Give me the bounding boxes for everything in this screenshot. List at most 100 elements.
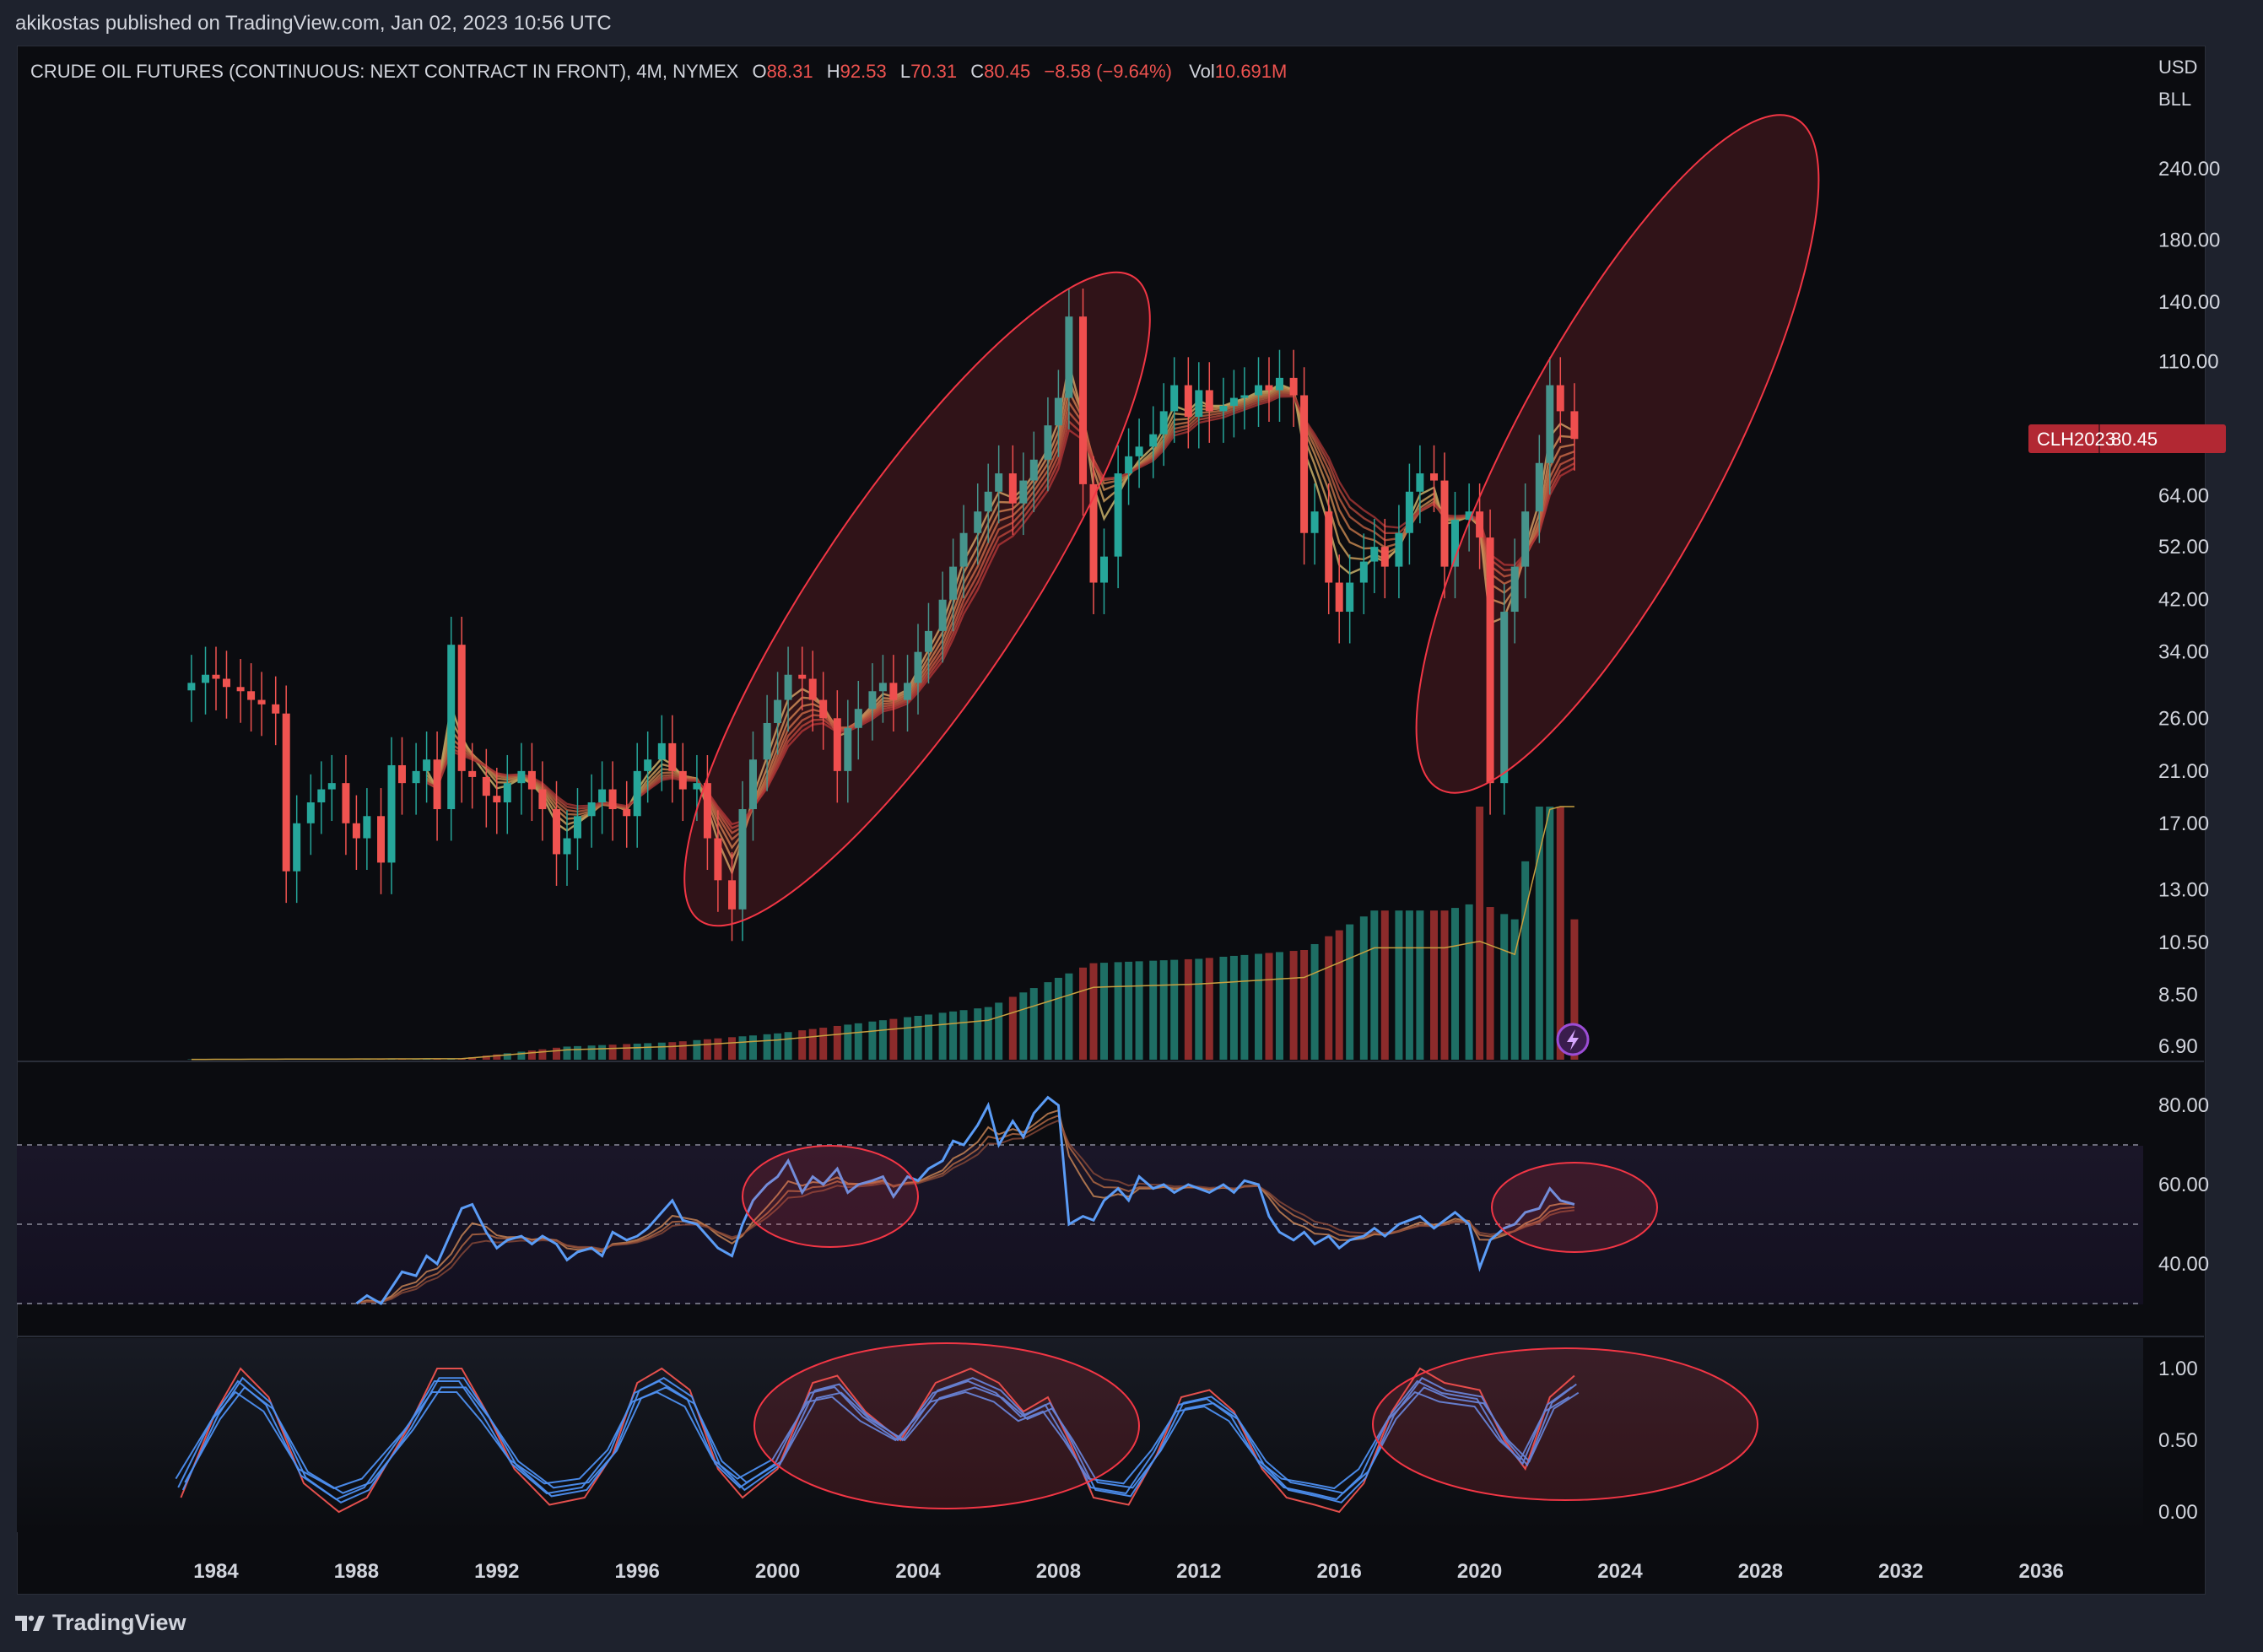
- candle-body: [1125, 456, 1133, 474]
- volume-bar: [573, 1045, 581, 1060]
- volume-bar: [538, 1049, 547, 1060]
- legend-vol-value: 10.691M: [1215, 61, 1288, 82]
- x-tick-label: 2036: [2019, 1560, 2064, 1583]
- volume-bar: [644, 1043, 652, 1060]
- candle-body: [352, 823, 360, 839]
- candle-body: [1465, 511, 1473, 521]
- highlight-ellipse: [753, 1342, 1140, 1509]
- candle-body: [397, 764, 406, 784]
- volume-bar: [1114, 962, 1122, 1060]
- volume-bar: [819, 1028, 828, 1060]
- stoch-tick-label: 0.50: [2158, 1429, 2198, 1452]
- volume-bar: [844, 1024, 852, 1060]
- candle-body: [1476, 511, 1484, 538]
- volume-bar: [1089, 963, 1098, 1060]
- candle-body: [387, 764, 396, 863]
- candle-body: [678, 770, 687, 790]
- volume-bar: [889, 1018, 898, 1060]
- publish-bar: akikostas published on TradingView.com, …: [0, 0, 2263, 47]
- price-tag[interactable]: CLH2023 80.45: [2028, 424, 2226, 453]
- highlight-ellipse: [1415, 114, 1820, 794]
- volume-bar: [503, 1053, 511, 1060]
- candle-body: [808, 678, 817, 700]
- candle-body: [317, 789, 326, 802]
- volume-bar: [728, 1037, 737, 1060]
- candle-body: [1170, 385, 1179, 412]
- x-tick-label: 2024: [1597, 1560, 1643, 1583]
- candle-body: [854, 709, 862, 728]
- candle-body: [1099, 556, 1108, 583]
- volume-bar: [517, 1051, 526, 1060]
- candle-body: [748, 759, 757, 810]
- candle-body: [949, 566, 958, 600]
- axes-layer: 1984 1988 1992 1996 2000 2004 2008 2012 2016 2020…: [193, 158, 2220, 1583]
- candle-body: [1255, 385, 1263, 396]
- volume-bar: [738, 1036, 747, 1060]
- legend-h-label: H: [827, 61, 840, 82]
- candle-body: [833, 718, 841, 771]
- legend-vol-label: Vol: [1189, 61, 1215, 82]
- x-tick-label: 2008: [1036, 1560, 1081, 1583]
- volume-bar: [1159, 960, 1168, 1060]
- volume-bar: [1149, 960, 1158, 1060]
- price-tag-symbol: CLH2023: [2037, 429, 2115, 450]
- volume-bar: [774, 1033, 782, 1060]
- candle-body: [433, 759, 441, 810]
- volume-bar: [798, 1030, 807, 1060]
- osc-band-bg: [17, 1146, 2143, 1304]
- volume-bar: [1275, 952, 1283, 1060]
- candle-body: [447, 645, 456, 810]
- currency-usd: USD: [2158, 57, 2197, 78]
- volume-bar: [623, 1044, 631, 1060]
- candle-body: [995, 473, 1003, 492]
- candle-body: [1450, 520, 1459, 567]
- stoch-line: [184, 1386, 1580, 1494]
- price-tag-price: 80.45: [2111, 429, 2158, 450]
- candle-body: [844, 727, 852, 771]
- highlight-layer: [683, 114, 1820, 1509]
- candle-body: [202, 674, 210, 683]
- candle-body: [423, 759, 431, 771]
- candle-body: [1325, 511, 1333, 583]
- volume-bar: [854, 1023, 862, 1060]
- price-tick-label: 10.50: [2158, 931, 2209, 954]
- candle-body: [247, 691, 256, 700]
- volume-bar: [1405, 910, 1413, 1060]
- candle-body: [633, 770, 641, 817]
- volume-bar: [1510, 919, 1519, 1060]
- candle-body: [517, 770, 526, 784]
- volume-bar: [1219, 956, 1228, 1060]
- candle-body: [538, 789, 547, 810]
- volume-bar: [784, 1032, 792, 1060]
- candle-body: [527, 770, 536, 790]
- candle-body: [1205, 390, 1213, 412]
- price-tick-label: 180.00: [2158, 229, 2220, 251]
- x-tick-label: 1996: [615, 1560, 660, 1583]
- candle-body: [1184, 385, 1192, 417]
- oscillator-panel: [17, 1095, 2143, 1305]
- candle-body: [377, 816, 386, 863]
- price-tick-label: 64.00: [2158, 484, 2209, 507]
- lightning-icon[interactable]: [1556, 1023, 1590, 1056]
- rsi-line: [355, 1095, 1575, 1305]
- volume-bar: [1430, 910, 1439, 1060]
- volume-bar: [748, 1035, 757, 1060]
- legend-l-value: 70.31: [910, 61, 957, 82]
- candle-body: [703, 783, 711, 839]
- candle-body: [293, 823, 301, 872]
- candle-body: [598, 789, 607, 802]
- volume-bar: [1300, 950, 1309, 1060]
- candle-body: [938, 599, 947, 631]
- candle-body: [984, 491, 992, 512]
- candle-body: [1019, 480, 1028, 504]
- candle-body: [468, 770, 477, 777]
- candle-body: [1346, 582, 1354, 613]
- candle-body: [1089, 483, 1098, 583]
- tradingview-logo[interactable]: TradingView: [15, 1610, 186, 1636]
- x-tick-label: 2004: [895, 1560, 941, 1583]
- volume-bar: [763, 1034, 771, 1060]
- legend-c-value: 80.45: [984, 61, 1030, 82]
- candle-body: [306, 802, 315, 823]
- volume-bar: [1195, 958, 1203, 1060]
